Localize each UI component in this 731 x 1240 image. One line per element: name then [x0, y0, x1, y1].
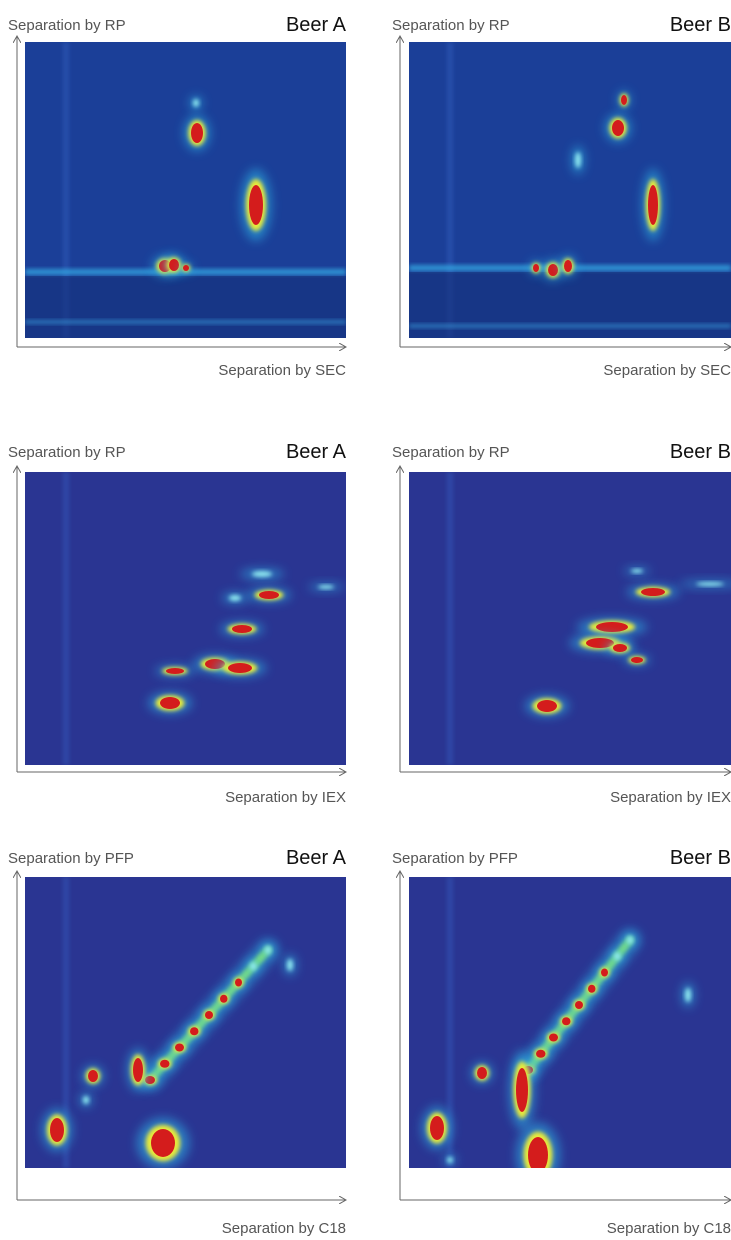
core: [612, 120, 624, 136]
core: [88, 1070, 98, 1082]
core: [536, 1049, 546, 1058]
core: [601, 968, 608, 977]
low-band: [409, 272, 731, 338]
core: [648, 185, 658, 225]
faint-stripe: [447, 42, 453, 338]
spot: [250, 962, 257, 971]
panel-title: Beer A: [286, 441, 347, 463]
x-axis-label: Separation by SEC: [603, 362, 731, 379]
heatmap: [25, 42, 346, 338]
low-band: [25, 276, 346, 338]
core: [533, 264, 539, 272]
core: [516, 1068, 528, 1112]
core: [249, 185, 263, 225]
core: [548, 264, 558, 276]
core: [166, 668, 184, 674]
heatmap-bg: [25, 877, 346, 1168]
core: [232, 625, 252, 633]
heatmap: [409, 42, 731, 338]
spot: [575, 152, 581, 168]
core: [169, 259, 179, 271]
y-axis-label: Separation by PFP: [392, 850, 518, 867]
panel: Separation by RP Beer B Separation by SEC: [392, 14, 731, 379]
core: [575, 1001, 583, 1009]
core: [477, 1067, 487, 1079]
y-axis-label: Separation by RP: [392, 17, 510, 34]
heatmap: [25, 877, 346, 1168]
core: [528, 1137, 548, 1168]
core: [133, 1058, 143, 1082]
spot: [265, 946, 271, 954]
core: [562, 1017, 571, 1026]
core: [564, 260, 572, 272]
panel-title: Beer B: [670, 441, 731, 463]
core: [613, 644, 627, 652]
spot: [696, 582, 724, 586]
heatmap-bg: [25, 472, 346, 765]
core: [50, 1118, 64, 1142]
spot: [287, 959, 293, 971]
x-axis-label: Separation by IEX: [225, 789, 346, 806]
core: [205, 1011, 213, 1019]
core: [641, 588, 665, 596]
core: [549, 1033, 558, 1042]
panel-title: Beer A: [286, 14, 347, 36]
core: [228, 663, 252, 673]
core: [596, 622, 628, 632]
core: [588, 984, 596, 993]
panel: Separation by RP Beer B Separation by IEX: [392, 441, 731, 806]
core: [160, 697, 180, 709]
spot: [229, 595, 241, 601]
core: [537, 700, 557, 712]
core: [175, 1043, 184, 1052]
panel: Separation by RP Beer A Separation by IEX: [8, 441, 347, 806]
faint-stripe: [447, 877, 453, 1168]
spot: [318, 585, 334, 589]
x-axis-label: Separation by C18: [222, 1220, 346, 1237]
heatmap: [25, 472, 346, 765]
core: [631, 657, 643, 663]
heatmap: [409, 877, 731, 1168]
spot: [193, 99, 199, 107]
x-axis-label: Separation by C18: [607, 1220, 731, 1237]
x-axis-label: Separation by SEC: [218, 362, 346, 379]
spot: [447, 1157, 453, 1163]
faint-stripe: [63, 472, 69, 765]
core: [190, 1027, 199, 1036]
x-axis-label: Separation by IEX: [610, 789, 731, 806]
panel-title: Beer B: [670, 14, 731, 36]
core: [259, 591, 279, 599]
band-2: [25, 320, 346, 324]
core: [160, 1059, 170, 1068]
heatmap-bg: [409, 472, 731, 765]
panel: Separation by PFP Beer A Separation by C18: [8, 847, 347, 1237]
faint-stripe: [63, 42, 69, 338]
spot: [685, 988, 691, 1002]
core: [191, 123, 203, 143]
y-axis-label: Separation by RP: [8, 444, 126, 461]
spot: [627, 936, 633, 944]
panel: Separation by RP Beer A Separation by SEC: [8, 14, 347, 379]
panel-title: Beer B: [670, 847, 731, 869]
core: [183, 265, 189, 271]
core: [430, 1116, 444, 1140]
band-2: [409, 324, 731, 328]
core: [621, 95, 627, 105]
core: [151, 1129, 175, 1157]
y-axis-label: Separation by RP: [392, 444, 510, 461]
panel-title: Beer A: [286, 847, 347, 869]
core: [220, 994, 228, 1003]
spot: [252, 571, 272, 577]
heatmap: [409, 472, 731, 765]
spot: [614, 952, 621, 961]
spot: [83, 1096, 89, 1104]
core: [235, 978, 242, 987]
spot: [631, 569, 643, 573]
panel: Separation by PFP Beer B Separation by C18: [392, 847, 731, 1237]
y-axis-label: Separation by RP: [8, 17, 126, 34]
faint-stripe: [447, 472, 453, 765]
y-axis-label: Separation by PFP: [8, 850, 134, 867]
faint-stripe: [63, 877, 69, 1168]
